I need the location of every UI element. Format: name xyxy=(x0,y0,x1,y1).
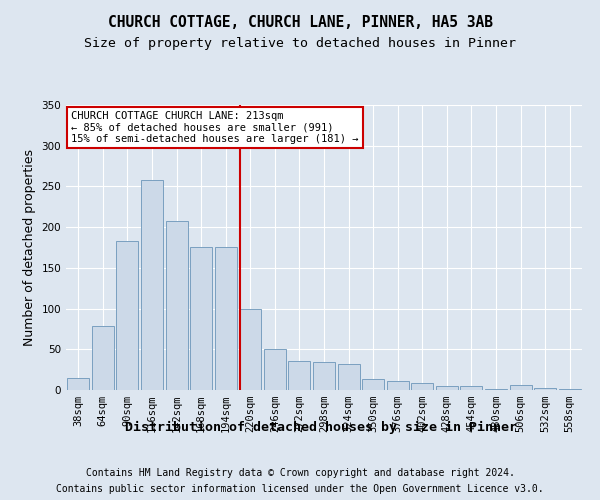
Text: Contains HM Land Registry data © Crown copyright and database right 2024.: Contains HM Land Registry data © Crown c… xyxy=(86,468,514,477)
Bar xyxy=(215,246,237,390)
Bar xyxy=(67,378,89,390)
Text: CHURCH COTTAGE, CHURCH LANE, PINNER, HA5 3AB: CHURCH COTTAGE, CHURCH LANE, PINNER, HA5… xyxy=(107,15,493,30)
Bar xyxy=(534,388,556,390)
Bar xyxy=(460,386,482,390)
Bar xyxy=(141,180,163,390)
Text: Contains public sector information licensed under the Open Government Licence v3: Contains public sector information licen… xyxy=(56,484,544,494)
Bar xyxy=(166,222,188,390)
Bar xyxy=(436,386,458,390)
Bar xyxy=(313,362,335,390)
Bar xyxy=(289,360,310,390)
Bar xyxy=(386,381,409,390)
Bar xyxy=(509,385,532,390)
Bar xyxy=(92,326,114,390)
Bar xyxy=(264,350,286,390)
Bar xyxy=(239,308,262,390)
Bar xyxy=(559,389,581,390)
Bar xyxy=(338,364,359,390)
Y-axis label: Number of detached properties: Number of detached properties xyxy=(23,149,36,346)
Bar xyxy=(411,382,433,390)
Text: Size of property relative to detached houses in Pinner: Size of property relative to detached ho… xyxy=(84,38,516,51)
Bar xyxy=(362,380,384,390)
Bar xyxy=(116,241,139,390)
Bar xyxy=(190,246,212,390)
Text: Distribution of detached houses by size in Pinner: Distribution of detached houses by size … xyxy=(125,421,517,434)
Bar xyxy=(485,389,507,390)
Text: CHURCH COTTAGE CHURCH LANE: 213sqm
← 85% of detached houses are smaller (991)
15: CHURCH COTTAGE CHURCH LANE: 213sqm ← 85%… xyxy=(71,110,359,144)
